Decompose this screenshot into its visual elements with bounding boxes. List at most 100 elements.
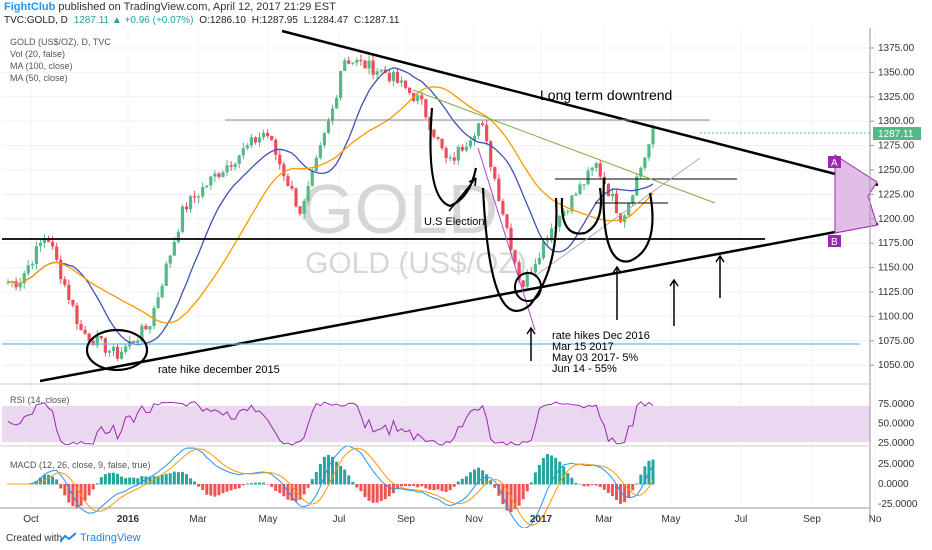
tradingview-brand[interactable]: TradingView (80, 532, 141, 544)
macd-bar (160, 474, 164, 485)
candle-body (347, 60, 351, 64)
marker-b-box[interactable] (828, 235, 841, 247)
macd-bar (541, 458, 545, 485)
candle-body (452, 157, 456, 161)
candle-body (180, 206, 185, 232)
rsi-label: RSI (14, close) (10, 395, 70, 405)
candle-body (221, 172, 225, 177)
macd-bar (124, 478, 128, 485)
macd-bar (371, 484, 375, 503)
macd-bar (416, 484, 420, 488)
macd-bar (132, 477, 136, 485)
macd-bar (156, 475, 160, 485)
macd-bar (253, 482, 257, 485)
y-tick-label: 1225.00 (878, 189, 915, 200)
macd-bar (294, 484, 298, 502)
macd-bar (473, 469, 477, 485)
candle-body (270, 136, 274, 141)
x-tick-label: Sep (803, 514, 821, 525)
candle-body (424, 99, 428, 118)
macd-bar (245, 483, 249, 485)
candle-body (241, 148, 245, 156)
candle-body (529, 271, 533, 273)
candle-body (274, 140, 278, 155)
candle-body (253, 137, 258, 143)
grey-trend-line[interactable] (534, 157, 701, 277)
x-tick-label: 2016 (117, 514, 140, 525)
candle-body (326, 120, 331, 134)
macd-bar (367, 484, 371, 501)
macd-bar (298, 484, 302, 500)
macd-bar (262, 482, 266, 485)
cup-curve-2[interactable] (560, 187, 603, 235)
candle-body (140, 325, 144, 341)
macd-bar (529, 482, 533, 485)
candle-body (213, 173, 217, 177)
candle-body (197, 196, 201, 198)
candle-body (351, 62, 355, 64)
macd-bar (452, 484, 456, 487)
macd-bar (205, 484, 209, 495)
candle-body (111, 346, 116, 352)
macd-bar (387, 484, 391, 497)
candle-body (193, 196, 197, 198)
macd-bar (477, 467, 481, 485)
candle-body (144, 325, 148, 330)
macd-bar (306, 484, 310, 488)
macd-bar (355, 484, 359, 488)
publish-line: FightClub published on TradingView.com, … (4, 1, 336, 13)
macd-bar (107, 472, 111, 485)
y-tick-label: 1175.00 (878, 238, 914, 249)
rsi-tick-label: 75.0000 (878, 399, 915, 410)
rsi-tick-label: 50.0000 (878, 419, 915, 430)
author-name[interactable]: FightClub (4, 1, 56, 13)
macd-bar (229, 484, 233, 491)
candle-body (75, 305, 79, 324)
macd-bar (189, 478, 193, 485)
candle-body (476, 123, 481, 136)
candle-body (249, 137, 253, 146)
macd-bar (412, 484, 416, 487)
macd-bar (164, 474, 168, 485)
last-price-value: 1287.11 (878, 129, 914, 140)
candle-body (598, 163, 602, 177)
macd-bar (103, 474, 107, 485)
macd-line (8, 445, 654, 528)
candle-body (148, 326, 152, 330)
macd-bar (128, 477, 132, 485)
macd-bar (643, 466, 647, 485)
macd-bar (258, 482, 262, 485)
purple-trend-line[interactable] (477, 147, 536, 331)
x-tick-label: Jul (333, 514, 346, 525)
macd-bar (404, 484, 408, 487)
candle-body (14, 281, 18, 288)
y-tick-label: 1300.00 (878, 116, 915, 127)
price-chart[interactable]: GOLD GOLD (US$/OZ) Long term downtrend U… (0, 28, 932, 528)
macd-bar (136, 478, 140, 485)
green-channel-line[interactable] (412, 89, 716, 204)
x-tick-label: Mar (189, 514, 207, 525)
macd-bar (598, 484, 602, 488)
symbol-label: TVC:GOLD, D (4, 15, 68, 26)
rate-hike-2015-circle[interactable] (85, 328, 149, 372)
rate-hikes-label-4: Jun 14 - 55% (552, 363, 617, 375)
candle-body (184, 206, 189, 210)
cup-curve-3[interactable] (602, 177, 654, 263)
macd-bar (602, 484, 606, 490)
candle-body (355, 60, 359, 63)
macd-bar (505, 484, 509, 511)
marker-a-box[interactable] (828, 156, 841, 168)
candle-body (79, 323, 83, 330)
candle-body (266, 132, 270, 137)
cup-curve-1[interactable] (481, 187, 558, 312)
uptrend-line[interactable] (39, 222, 879, 383)
rate-hikes-label-3: May 03 2017- 5% (552, 352, 638, 364)
candle-body (99, 335, 103, 339)
macd-bar (493, 484, 497, 488)
downtrend-line[interactable] (281, 29, 879, 187)
macd-bar (513, 484, 517, 510)
x-tick-label: Sep (397, 514, 415, 525)
macd-bar (47, 474, 51, 485)
close-value: C:1287.11 (353, 15, 400, 26)
macd-bar (375, 484, 379, 503)
